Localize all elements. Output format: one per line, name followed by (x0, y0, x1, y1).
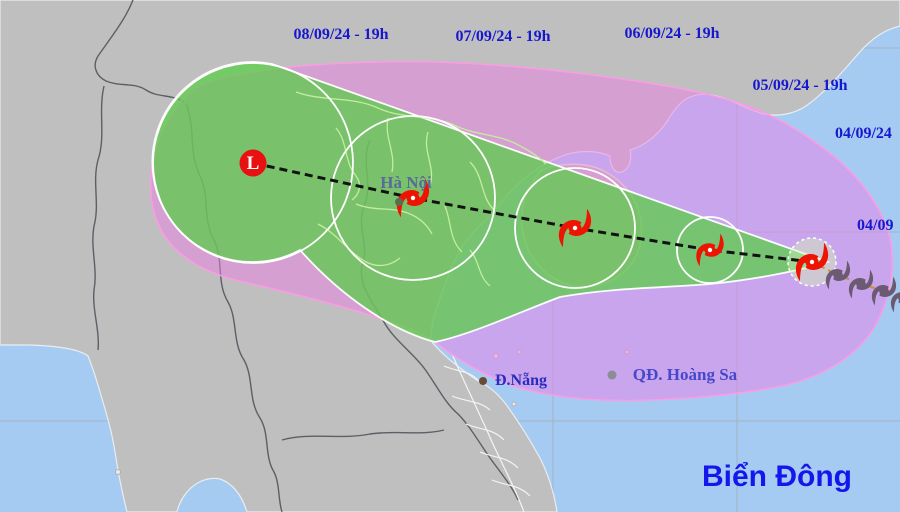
hoangsa-dot (607, 370, 617, 380)
forecast-circle (330, 115, 496, 281)
typhoon-eye-dot (809, 259, 815, 265)
forecast-circle (514, 167, 636, 289)
province-borders-north (295, 91, 547, 287)
low-pressure-marker (239, 149, 267, 177)
danang-city-dot (479, 377, 487, 385)
storm-track-layer (152, 62, 900, 385)
typhoon-eye-dot (410, 195, 416, 201)
forecast-circle (676, 216, 744, 284)
forecast-circle (152, 62, 354, 264)
typhoon-eye-dot (572, 225, 578, 231)
forecast-cone (151, 61, 831, 343)
typhoon-eye-dot (707, 247, 713, 253)
hanoi-city-dot (395, 198, 403, 206)
province-borders-central (443, 353, 531, 512)
